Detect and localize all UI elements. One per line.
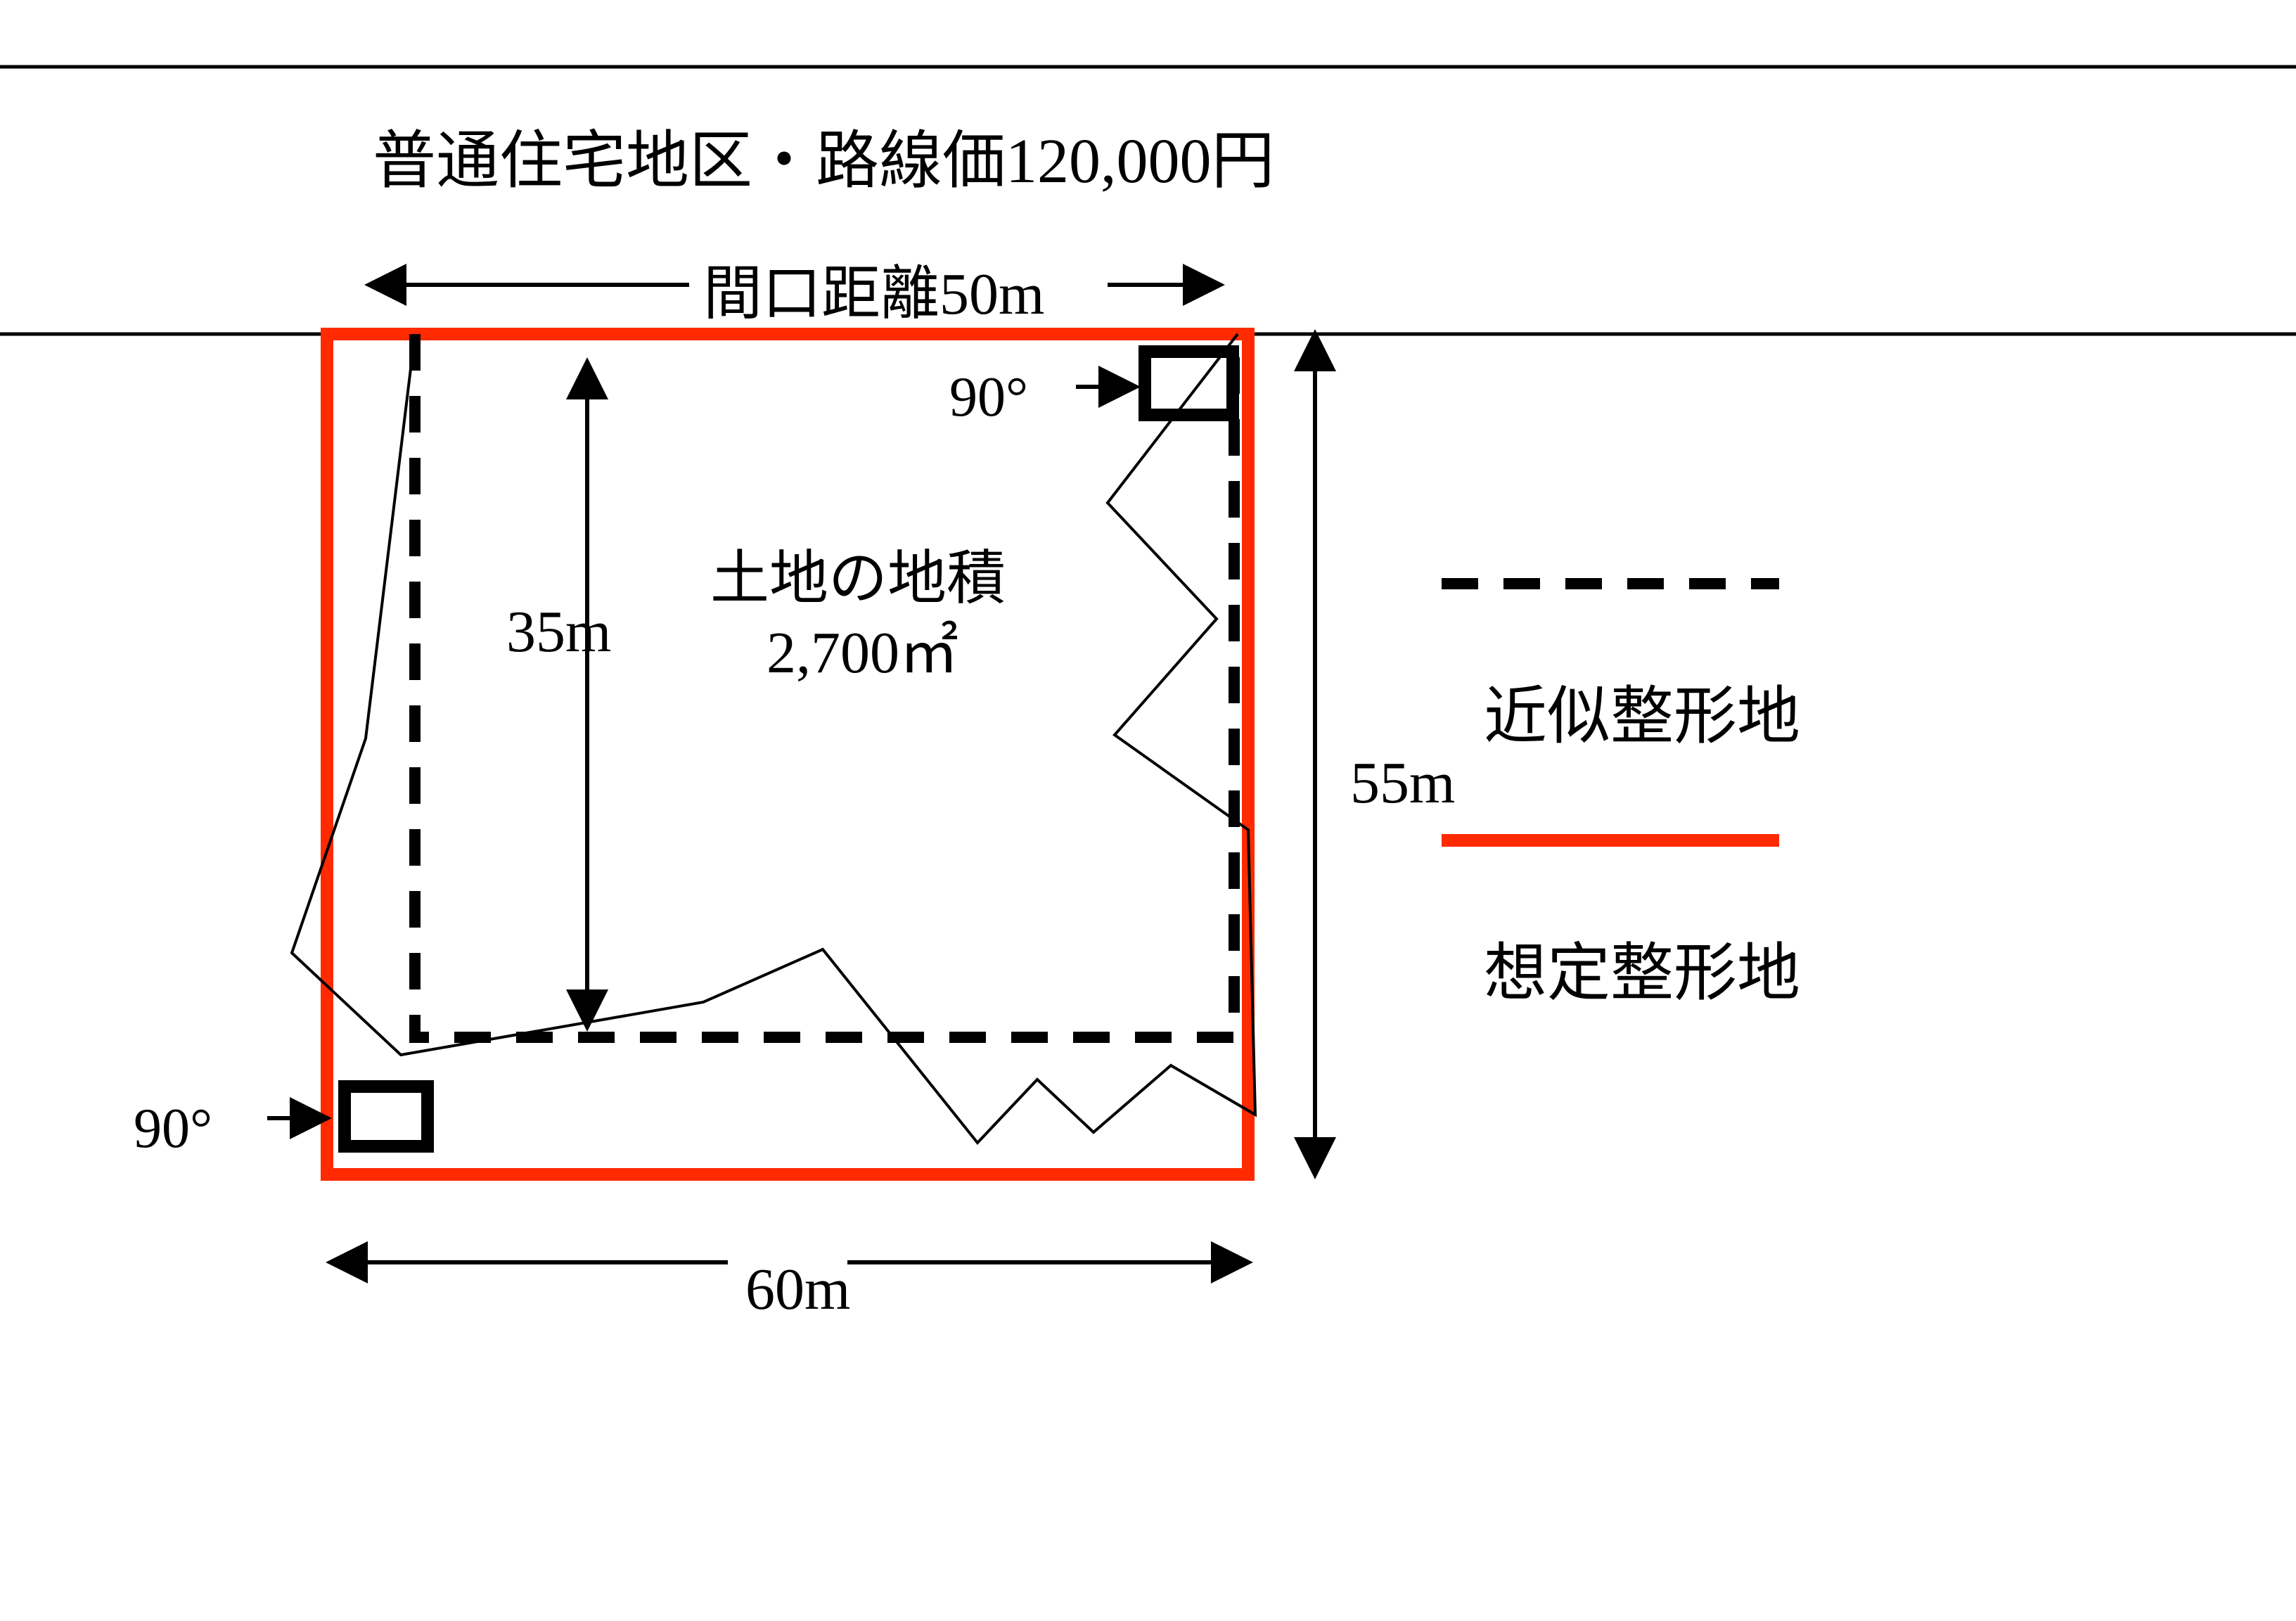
legend-solid-label: 想定整形地 — [1484, 921, 1800, 1013]
land-outline — [292, 334, 1255, 1143]
deg90-top-label: 90° — [949, 366, 1028, 430]
land-area-line2: 2,700㎡ — [767, 605, 958, 690]
square-bottom-left — [345, 1087, 428, 1146]
land-area-line1: 土地の地積 — [710, 531, 1006, 616]
legend-dashed-label: 近似整形地 — [1484, 665, 1800, 756]
district-label: 普通住宅地区・路線価120,000円 — [373, 109, 1275, 200]
depth-35-label: 35m — [506, 598, 611, 666]
square-top-right — [1145, 352, 1233, 415]
width-60-label: 60m — [745, 1255, 850, 1324]
frontage-label: 間口距離50m — [703, 246, 1044, 331]
assumed-rect — [327, 334, 1248, 1174]
height-55-label: 55m — [1350, 749, 1455, 817]
deg90-bottom-label: 90° — [134, 1097, 212, 1161]
